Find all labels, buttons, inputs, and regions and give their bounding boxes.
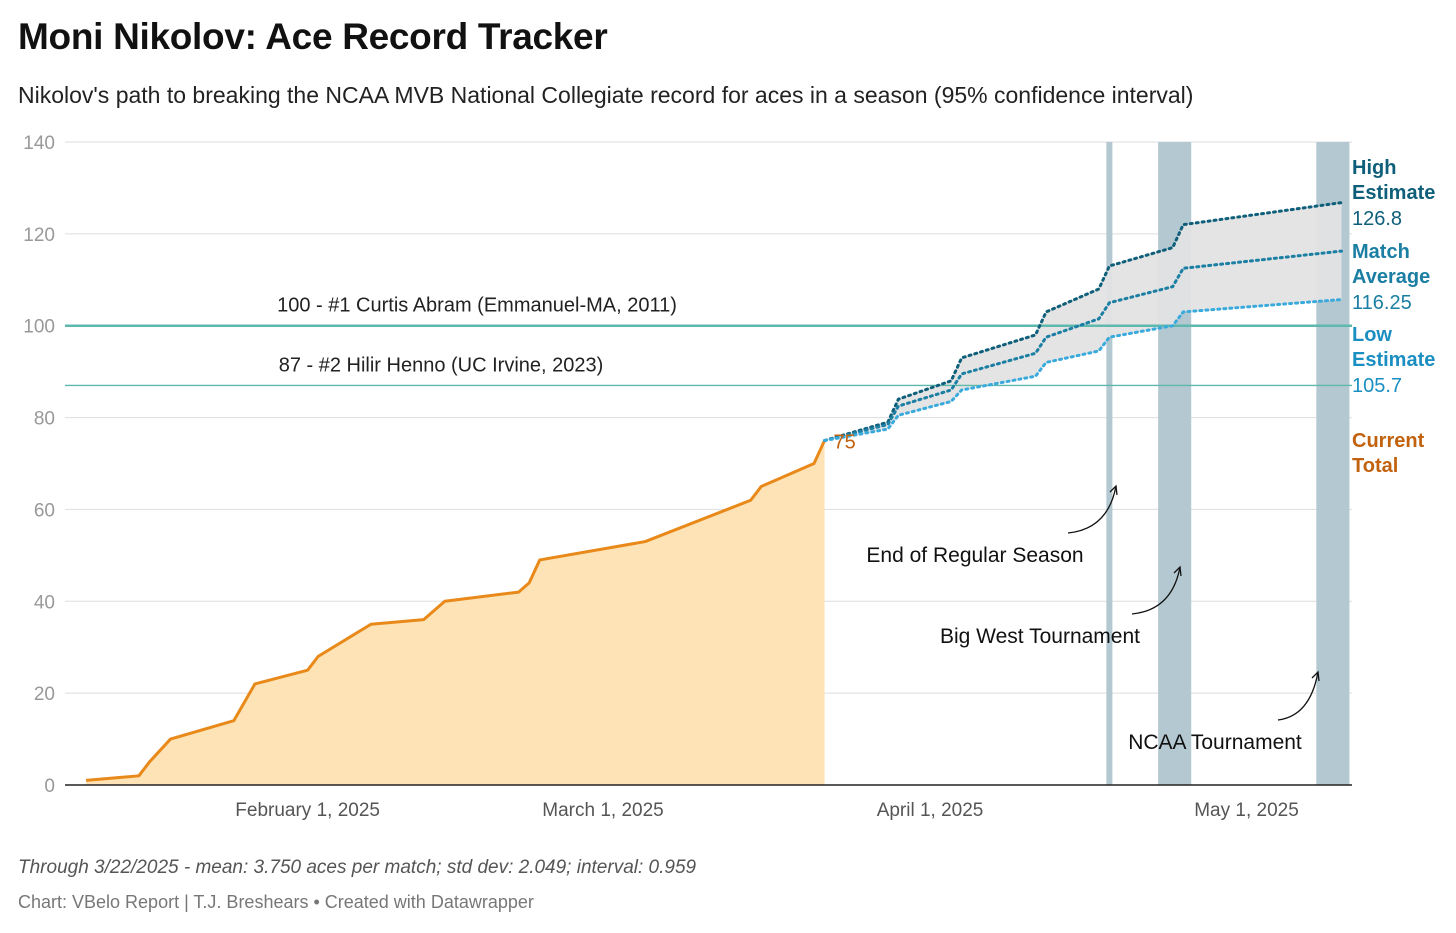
match-average-line (823, 249, 1343, 443)
series-end-label: Estimate (1352, 182, 1435, 204)
x-tick-label: February 1, 2025 (235, 800, 380, 821)
series-end-value: 126.8 (1352, 208, 1402, 230)
annotation-arrowhead (1109, 484, 1118, 496)
series-end-label: Match (1352, 241, 1410, 263)
period-annotation-label: End of Regular Season (866, 544, 1083, 567)
period-annotation-label: Big West Tournament (940, 625, 1140, 648)
series-lines: 75 (85, 201, 1343, 782)
x-tick-label: May 1, 2025 (1194, 800, 1299, 821)
x-tick-label: April 1, 2025 (877, 800, 984, 821)
period-band (1106, 142, 1113, 785)
annotation-arrow (1131, 566, 1181, 615)
annotation-arrow (1277, 671, 1319, 721)
x-axis-ticks: February 1, 2025 March 1, 2025 April 1, 20… (235, 800, 1299, 821)
current-total-label: Current (1352, 430, 1425, 452)
chart-subtitle: Nikolov's path to breaking the NCAA MVB … (18, 82, 1194, 108)
confidence-band (824, 202, 1342, 441)
series-end-value: 116.25 (1352, 292, 1412, 314)
y-tick-label: 60 (34, 500, 55, 521)
series-end-label: Estimate (1352, 349, 1435, 371)
chart-byline: Chart: VBelo Report | T.J. Breshears • C… (18, 892, 534, 912)
high-estimate-line (823, 201, 1343, 443)
actual-area-fill (86, 440, 825, 785)
annotation-arrowhead (1173, 565, 1182, 577)
chart-title: Moni Nikolov: Ace Record Tracker (18, 16, 608, 57)
actual-aces-line (85, 439, 826, 782)
period-annotations: End of Regular Season Big West Tournament… (866, 484, 1320, 754)
y-tick-label: 0 (44, 776, 55, 797)
chart-notes: Through 3/22/2025 - mean: 3.750 aces per… (18, 857, 697, 878)
annotation-arrowhead (1311, 670, 1320, 682)
series-end-labels: High Estimate 126.8 Match Average 116.25 Low Es… (1352, 157, 1435, 477)
actual-area (86, 440, 825, 785)
reference-line-label: 100 - #1 Curtis Abram (Emmanuel-MA, 2011… (277, 295, 677, 317)
y-tick-label: 20 (34, 684, 55, 705)
y-tick-label: 140 (23, 133, 55, 154)
period-annotation-label: NCAA Tournament (1128, 731, 1302, 754)
series-end-value: 105.7 (1352, 375, 1402, 397)
y-tick-label: 120 (23, 225, 55, 246)
series-end-label: High (1352, 157, 1396, 179)
low-estimate-line (823, 298, 1343, 443)
reference-line-label: 87 - #2 Hilir Henno (UC Irvine, 2023) (279, 354, 604, 376)
x-tick-label: March 1, 2025 (542, 800, 663, 821)
reference-lines: 100 - #1 Curtis Abram (Emmanuel-MA, 2011… (65, 295, 1352, 387)
y-tick-label: 80 (34, 409, 55, 430)
y-tick-label: 40 (34, 592, 55, 613)
y-axis-ticks: 0 20 40 60 80 100 120 140 (23, 133, 55, 797)
annotation-arrow (1067, 485, 1117, 534)
current-total-value: 75 (834, 432, 856, 454)
current-total-label: Total (1352, 455, 1398, 477)
series-end-label: Average (1352, 266, 1430, 288)
series-end-label: Low (1352, 324, 1392, 346)
confidence-band-fill (824, 202, 1342, 441)
y-tick-label: 100 (23, 317, 55, 338)
